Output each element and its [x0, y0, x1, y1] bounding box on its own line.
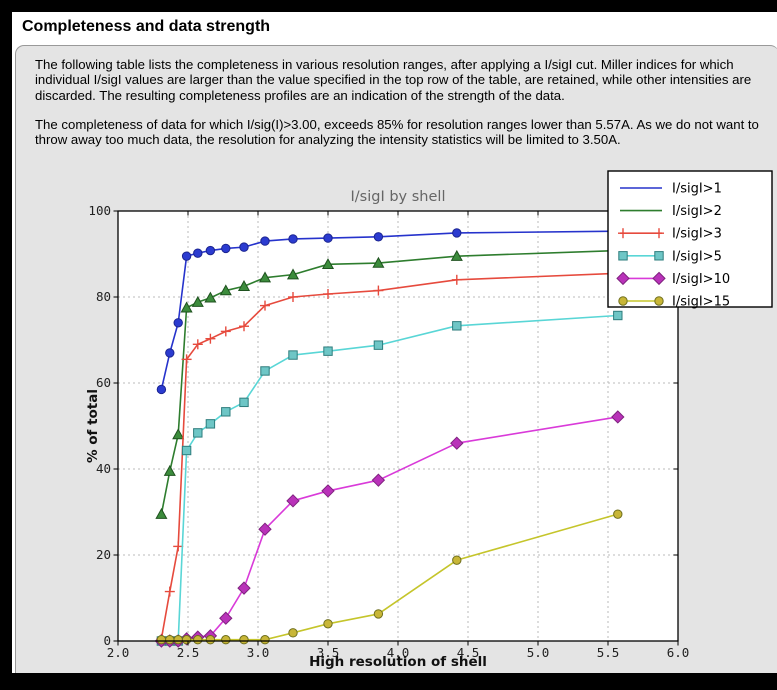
x-tick-labels: 2.0 2.5 3.0 3.5 4.0 4.5 5.0 5.5 6.0 [107, 645, 690, 660]
svg-text:2.0: 2.0 [107, 645, 130, 660]
report-page: Completeness and data strength The follo… [12, 12, 777, 673]
completeness-chart: 2.0 2.5 3.0 3.5 4.0 4.5 5.0 5.5 6.0 0 20 40 60 80 100 I… [80, 168, 777, 673]
legend-label: I/sigI>1 [672, 182, 722, 197]
svg-text:80: 80 [96, 289, 111, 304]
svg-text:3.0: 3.0 [247, 645, 270, 660]
svg-text:20: 20 [96, 547, 111, 562]
svg-text:3.5: 3.5 [317, 645, 340, 660]
gridlines [118, 211, 678, 641]
legend-label: I/sigI>10 [672, 272, 730, 287]
svg-text:4.5: 4.5 [457, 645, 480, 660]
svg-text:5.0: 5.0 [527, 645, 550, 660]
x-axis-label: High resolution of shell [309, 654, 487, 670]
legend-label: I/sigI>15 [672, 295, 730, 310]
description-paragraph-1: The following table lists the completene… [35, 57, 752, 103]
series-i-sigi-2 [155, 244, 624, 519]
svg-text:40: 40 [96, 461, 111, 476]
svg-text:6.0: 6.0 [667, 645, 690, 660]
svg-text:60: 60 [96, 375, 111, 390]
page-title: Completeness and data strength [22, 18, 271, 35]
chart-title: I/sigI by shell [351, 189, 446, 205]
legend-label: I/sigI>3 [672, 227, 722, 242]
svg-text:4.0: 4.0 [387, 645, 410, 660]
isigi-by-shell-chart-svg: 2.0 2.5 3.0 3.5 4.0 4.5 5.0 5.5 6.0 0 20 40 60 80 100 I… [85, 170, 773, 670]
y-tick-labels: 0 20 40 60 80 100 [88, 203, 111, 648]
content-panel: The following table lists the completene… [15, 45, 777, 673]
svg-text:0: 0 [103, 633, 111, 648]
legend: I/sigI>1 I/sigI>2 I/sigI>3 I/sigI>5 I/sigI>1… [607, 170, 773, 310]
legend-label: I/sigI>2 [672, 204, 722, 219]
svg-text:5.5: 5.5 [597, 645, 620, 660]
description-paragraph-2: The completeness of data for which I/sig… [35, 117, 759, 148]
svg-text:100: 100 [88, 203, 111, 218]
y-axis-label: % of total [85, 389, 101, 463]
svg-text:2.5: 2.5 [177, 645, 200, 660]
legend-label: I/sigI>5 [672, 249, 722, 264]
series-i-sigi-15 [156, 509, 623, 645]
